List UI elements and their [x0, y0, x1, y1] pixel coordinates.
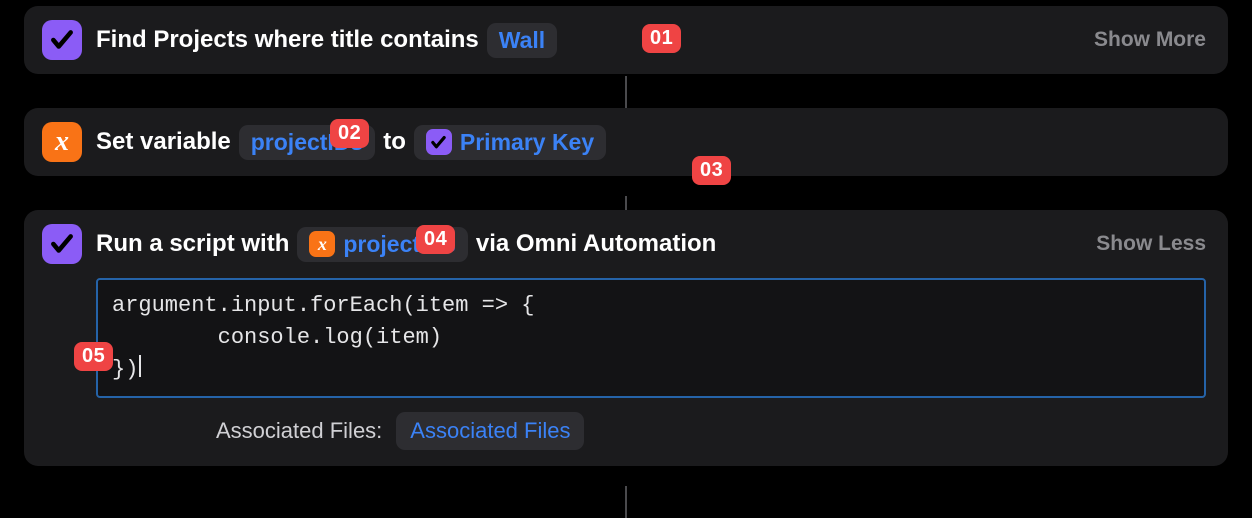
variable-icon: x — [42, 122, 82, 162]
omnifocus-icon — [42, 224, 82, 264]
show-less-toggle[interactable]: Show Less — [1096, 232, 1206, 256]
step-run-script: Run a script with x projectIDs via Omni … — [24, 210, 1228, 466]
step-text-segment: to — [383, 128, 406, 156]
step-header[interactable]: Find Projects where title contains Wall … — [24, 6, 1228, 74]
text-caret — [139, 355, 141, 377]
x-glyph: x — [55, 128, 69, 156]
step-text-segment: Find Projects where title contains — [96, 26, 479, 54]
omnifocus-icon — [42, 20, 82, 60]
step-header[interactable]: Run a script with x projectIDs via Omni … — [24, 210, 1228, 278]
callout-badge: 02 — [330, 119, 369, 148]
callout-badge: 03 — [692, 156, 731, 185]
step-header[interactable]: x Set variable projectIDs to Primary Key — [24, 108, 1228, 176]
token-label: Primary Key — [460, 129, 594, 156]
associated-files-row: Associated Files: Associated Files — [216, 412, 1206, 450]
connector-line — [625, 486, 627, 518]
script-editor[interactable]: argument.input.forEach(item => { console… — [96, 278, 1206, 398]
callout-badge: 05 — [74, 342, 113, 371]
step-body: argument.input.forEach(item => { console… — [24, 278, 1228, 466]
associated-files-token[interactable]: Associated Files — [396, 412, 584, 450]
step-text-segment: via Omni Automation — [476, 230, 716, 258]
step-set-variable: x Set variable projectIDs to Primary Key — [24, 108, 1228, 176]
associated-files-label: Associated Files: — [216, 418, 382, 444]
show-more-toggle[interactable]: Show More — [1094, 28, 1206, 52]
token-search-term[interactable]: Wall — [487, 23, 557, 58]
step-text-segment: Set variable — [96, 128, 231, 156]
callout-badge: 04 — [416, 225, 455, 254]
omnifocus-mini-icon — [426, 129, 452, 155]
step-text-segment: Run a script with — [96, 230, 289, 258]
variable-mini-icon: x — [309, 231, 335, 257]
token-primary-key[interactable]: Primary Key — [414, 125, 606, 160]
callout-badge: 01 — [642, 24, 681, 53]
step-title: Run a script with x projectIDs via Omni … — [96, 227, 1082, 262]
x-glyph: x — [318, 234, 327, 255]
step-title: Find Projects where title contains Wall — [96, 23, 1080, 58]
script-content: argument.input.forEach(item => { console… — [112, 293, 534, 382]
step-find-projects: Find Projects where title contains Wall … — [24, 6, 1228, 74]
step-title: Set variable projectIDs to Primary Key — [96, 125, 1206, 160]
